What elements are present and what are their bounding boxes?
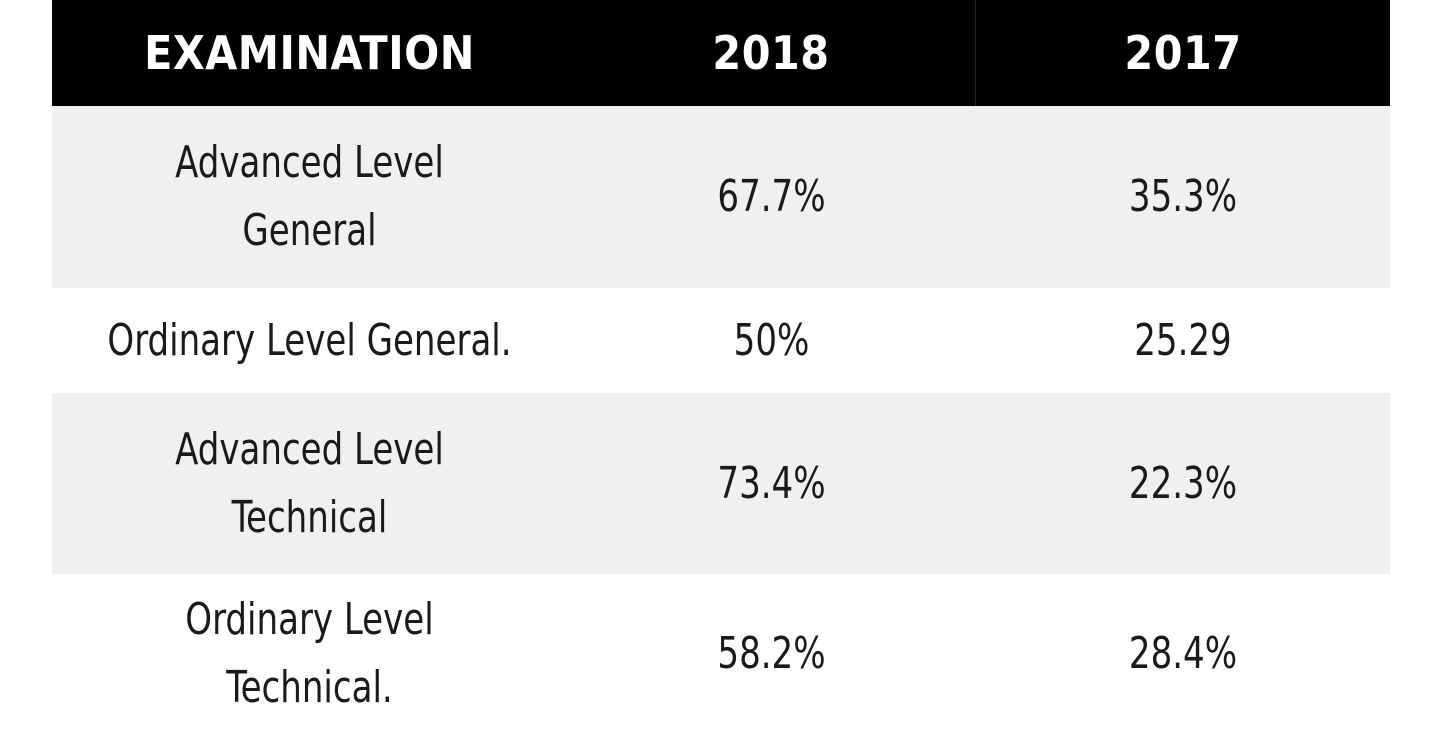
cell-2018: 67.7% — [717, 171, 826, 222]
cell-2018: 58.2% — [717, 628, 826, 679]
table-row: Advanced Level Technical 73.4% 22.3% — [52, 393, 1390, 574]
cell-examination: Ordinary Level General. — [107, 314, 512, 366]
table-row: Advanced Level General 67.7% 35.3% — [52, 106, 1390, 288]
table-header-row: EXAMINATION 2018 2017 — [52, 0, 1390, 106]
cell-2017: 35.3% — [1128, 171, 1238, 222]
column-header-2017: 2017 — [1124, 26, 1242, 80]
cell-examination: Advanced Level Technical — [175, 423, 444, 543]
cell-2017: 28.4% — [1128, 628, 1238, 679]
cell-2018: 73.4% — [717, 457, 826, 509]
cell-2017: 25.29 — [1134, 314, 1232, 366]
cell-examination: Advanced Level General — [175, 137, 444, 256]
cell-2017: 22.3% — [1128, 457, 1238, 509]
column-header-2018: 2018 — [567, 0, 976, 106]
column-header-examination: EXAMINATION — [144, 26, 475, 80]
cell-2018: 50% — [733, 314, 810, 366]
table-row: Ordinary Level General. 50% 25.29 — [52, 288, 1390, 393]
table-row: Ordinary Level Technical. 58.2% 28.4% — [52, 574, 1390, 734]
cell-examination: Ordinary Level Technical. — [185, 594, 434, 713]
results-table: EXAMINATION 2018 2017 Advanced Level Gen… — [52, 0, 1390, 734]
